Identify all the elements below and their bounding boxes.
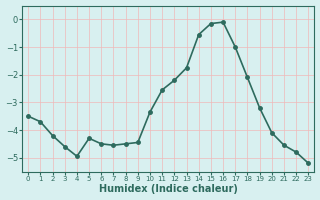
X-axis label: Humidex (Indice chaleur): Humidex (Indice chaleur) — [99, 184, 238, 194]
